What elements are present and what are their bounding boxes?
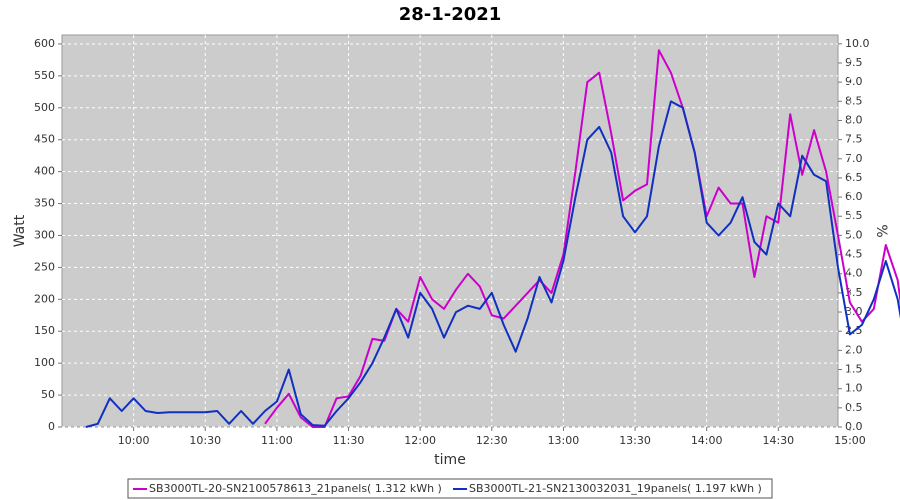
x-tick-label: 12:30	[476, 434, 508, 447]
y-tick-label: 150	[34, 324, 55, 337]
series-line	[85, 100, 900, 428]
y2-tick-label: 1.5	[845, 363, 863, 376]
y-axis-label: Watt	[12, 214, 28, 247]
y2-tick-label: 5.5	[845, 209, 863, 222]
y2-tick-label: 4.0	[845, 267, 863, 280]
y2-tick-label: 7.5	[845, 133, 863, 146]
x-tick-label: 11:30	[333, 434, 365, 447]
y-tick-label: 50	[41, 388, 55, 401]
y-tick-label: 250	[34, 260, 55, 273]
x-tick-label: 10:30	[189, 434, 221, 447]
y-tick-label: 600	[34, 37, 55, 50]
chart-title: 28-1-2021	[399, 4, 502, 25]
y-tick-label: 500	[34, 101, 55, 114]
plot-area	[61, 34, 839, 428]
y-tick-label: 350	[34, 197, 55, 210]
legend	[127, 478, 773, 499]
y-tick-label: 450	[34, 133, 55, 146]
y2-tick-label: 4.5	[845, 248, 863, 261]
y2-tick-label: 7.0	[845, 152, 863, 165]
x-tick-label: 14:30	[762, 434, 794, 447]
x-tick-label: 13:30	[619, 434, 651, 447]
x-tick-label: 12:00	[404, 434, 436, 447]
y-tick-label: 300	[34, 228, 55, 241]
x-tick-label: 14:00	[691, 434, 723, 447]
y2-tick-label: 0.5	[845, 401, 863, 414]
y2-tick-label: 2.0	[845, 343, 863, 356]
x-tick-label: 15:00	[834, 434, 866, 447]
y2-tick-label: 5.0	[845, 228, 863, 241]
y-tick-label: 100	[34, 356, 55, 369]
y2-tick-label: 8.5	[845, 94, 863, 107]
y2-tick-label: 8.0	[845, 113, 863, 126]
x-tick-label: 13:00	[548, 434, 580, 447]
y-tick-label: 550	[34, 69, 55, 82]
y2-axis-label: %	[873, 224, 889, 237]
legend-label: SB3000TL-21-SN2130032031_19panels( 1.197…	[469, 482, 762, 495]
y-tick-label: 400	[34, 165, 55, 178]
x-tick-label: 11:00	[261, 434, 293, 447]
y2-tick-label: 9.0	[845, 75, 863, 88]
x-axis-label: time	[434, 452, 466, 468]
y-tick-label: 200	[34, 292, 55, 305]
legend-label: SB3000TL-20-SN2100578613_21panels( 1.312…	[149, 482, 442, 495]
y-tick-label: 0	[48, 420, 55, 433]
y2-tick-label: 0.0	[845, 420, 863, 433]
y2-tick-label: 9.5	[845, 56, 863, 69]
x-tick-label: 10:00	[118, 434, 150, 447]
y2-tick-label: 6.0	[845, 190, 863, 203]
y2-tick-label: 1.0	[845, 382, 863, 395]
y2-tick-label: 10.0	[845, 37, 870, 50]
y2-tick-label: 6.5	[845, 171, 863, 184]
